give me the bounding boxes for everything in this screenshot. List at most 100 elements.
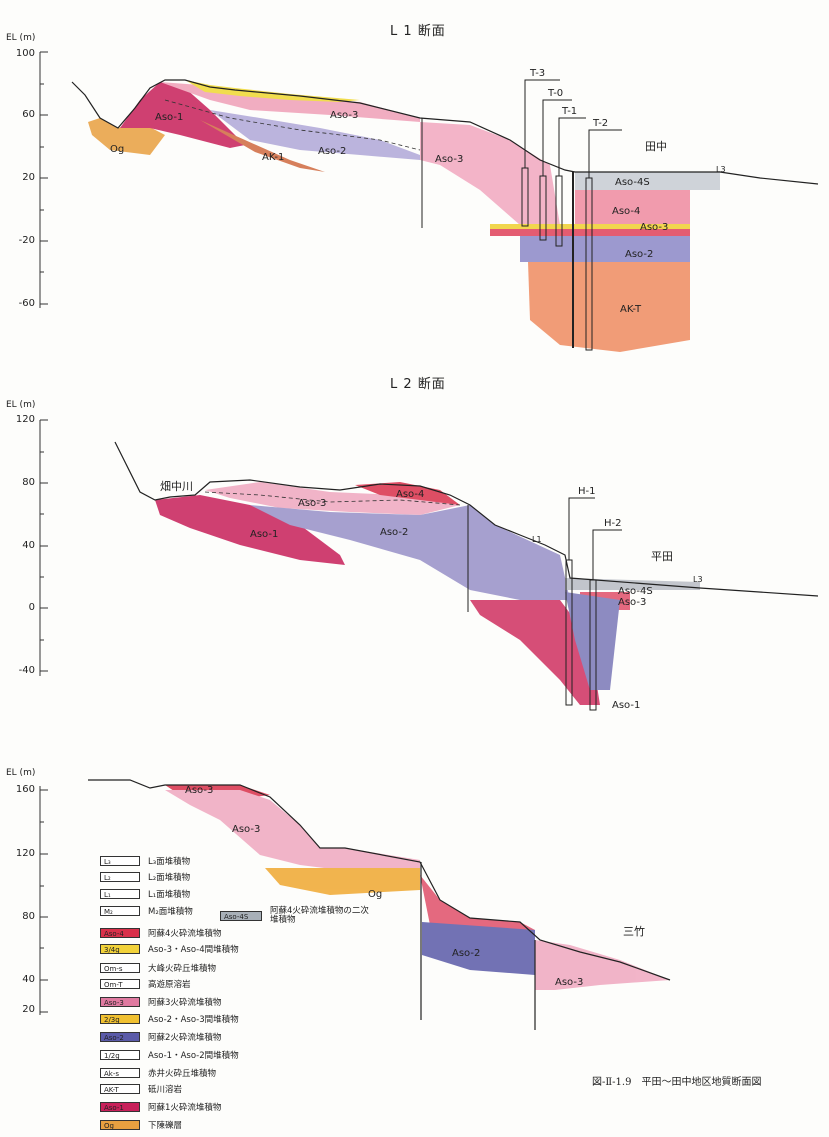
l1-place-tanaka: 田中 bbox=[645, 140, 667, 153]
l2-terrace-l3: L3 bbox=[693, 575, 703, 584]
l2-aso4s-unit bbox=[565, 578, 700, 590]
l1-axis bbox=[39, 51, 48, 308]
l1-label-aso2a: Aso-2 bbox=[318, 146, 346, 157]
legend-item: Om-s 大峰火砕丘堆積物 bbox=[100, 961, 216, 975]
l1-borehole-t2: T-2 bbox=[592, 118, 608, 129]
l1-akt-unit bbox=[528, 262, 690, 352]
legend-swatch: 2/3g bbox=[100, 1014, 140, 1024]
l2-aso2-unit bbox=[250, 505, 570, 600]
legend-extra-item: Aso-4S 阿蘇4火砕流堆積物の二次堆積物 bbox=[220, 907, 370, 925]
l3-og-unit bbox=[265, 868, 420, 895]
l2-place-left: 畑中川 bbox=[160, 480, 193, 493]
l3-faults bbox=[420, 862, 536, 1030]
section-l3-axis-unit: EL (m) bbox=[6, 768, 36, 778]
l2-units bbox=[155, 482, 700, 705]
l2-aso1-unit bbox=[155, 495, 345, 565]
legend-label: 大峰火砕丘堆積物 bbox=[148, 964, 217, 974]
legend-item: 3/4g Aso-3・Aso-4間堆積物 bbox=[100, 942, 239, 956]
l1-aso1-unit bbox=[120, 82, 245, 148]
legend-item: Aso-4 阿蘇4火砕流堆積物 bbox=[100, 926, 221, 940]
legend-label: Aso-3・Aso-4間堆積物 bbox=[148, 945, 239, 955]
l1-aso4s-unit bbox=[575, 172, 720, 190]
l2-label-aso1-lower: Aso-1 bbox=[612, 700, 640, 711]
section-l1-axis-unit: EL (m) bbox=[6, 33, 36, 43]
legend-label: L₃面堆積物 bbox=[148, 857, 191, 867]
l1-ground-profile bbox=[71, 79, 819, 185]
l3-tick-40: 40 bbox=[22, 974, 35, 985]
l1-tick-60: 60 bbox=[22, 109, 35, 120]
l3-label-aso3-lower: Aso-3 bbox=[555, 977, 583, 988]
l2-aso2-deep-unit bbox=[565, 592, 620, 690]
legend-item: L₃ L₃面堆積物 bbox=[100, 854, 190, 868]
l2-aso4-unit bbox=[355, 482, 460, 505]
l2-label-aso3: Aso-3 bbox=[298, 498, 326, 509]
legend-swatch: Aso-3 bbox=[100, 997, 140, 1007]
legend-label: 砥川溶岩 bbox=[148, 1085, 183, 1095]
l1-label-aso3c: Aso-3 bbox=[640, 222, 668, 233]
legend-item: L₂ L₂面堆積物 bbox=[100, 870, 190, 884]
l2-tick-80: 80 bbox=[22, 477, 35, 488]
l1-label-aso1: Aso-1 bbox=[155, 112, 183, 123]
legend-swatch: Ak-s bbox=[100, 1068, 140, 1078]
legend-swatch: Aso-2 bbox=[100, 1032, 140, 1042]
legend-item: 1/2g Aso-1・Aso-2間堆積物 bbox=[100, 1048, 239, 1062]
l1-label-ak1: AK-1 bbox=[262, 152, 284, 163]
l3-tick-120: 120 bbox=[15, 848, 35, 859]
l2-borehole-h2: H-2 bbox=[604, 518, 622, 529]
l1-aso3-yellow-cap bbox=[185, 80, 360, 102]
l1-boreholes bbox=[421, 79, 622, 351]
legend-item: AK-T 砥川溶岩 bbox=[100, 1082, 182, 1096]
l1-label-aso4s: Aso-4S bbox=[615, 177, 650, 188]
l3-aso3-upper-red bbox=[420, 875, 535, 932]
l2-tick-40: 40 bbox=[22, 540, 35, 551]
l2-label-aso3-right: Aso-3 bbox=[618, 597, 646, 608]
l2-unit-boundary bbox=[204, 491, 461, 506]
legend-label: 高遊原溶岩 bbox=[148, 980, 191, 990]
legend-label: Aso-1・Aso-2間堆積物 bbox=[148, 1051, 239, 1061]
figure-caption: 図-Ⅱ-1.9 平田～田中地区地質断面図 bbox=[592, 1077, 762, 1088]
l2-axis bbox=[39, 419, 48, 676]
l1-units bbox=[88, 80, 720, 352]
legend-swatch: Om-T bbox=[100, 979, 140, 989]
l3-aso2-unit bbox=[422, 922, 535, 975]
section-l2-axis-unit: EL (m) bbox=[6, 400, 36, 410]
legend-label: 阿蘇1火砕流堆積物 bbox=[148, 1103, 222, 1113]
l1-aso4-unit bbox=[575, 190, 690, 228]
l3-label-aso3-cap: Aso-3 bbox=[185, 785, 213, 796]
l3-unit-labels: Aso-3 Aso-3 Og Aso-2 Aso-3 三竹 bbox=[185, 785, 645, 988]
l2-tick-minus40: -40 bbox=[18, 665, 35, 676]
l1-borehole-t1: T-1 bbox=[561, 106, 577, 117]
l2-place-hirata: 平田 bbox=[651, 550, 673, 563]
l1-label-og: Og bbox=[110, 144, 124, 155]
legend-swatch: L₃ bbox=[100, 856, 140, 866]
l3-aso3-main bbox=[165, 790, 420, 880]
l2-label-aso4s: Aso-4S bbox=[618, 586, 653, 597]
l3-aso3-lower bbox=[535, 940, 670, 990]
legend-label: Aso-2・Aso-3間堆積物 bbox=[148, 1015, 239, 1025]
l1-aso3-mid-unit bbox=[420, 122, 560, 225]
legend-item: 2/3g Aso-2・Aso-3間堆積物 bbox=[100, 1012, 239, 1026]
l2-borehole-h1: H-1 bbox=[578, 486, 596, 497]
legend-swatch: Og bbox=[100, 1120, 140, 1130]
l2-label-aso2: Aso-2 bbox=[380, 527, 408, 538]
legend-item: Aso-2 阿蘇2火砕流堆積物 bbox=[100, 1030, 221, 1044]
legend-swatch: Aso-1 bbox=[100, 1102, 140, 1112]
legend-swatch: Om-s bbox=[100, 963, 140, 973]
legend-swatch: Aso-4 bbox=[100, 928, 140, 938]
l2-label-aso1: Aso-1 bbox=[250, 529, 278, 540]
legend-label: L₁面堆積物 bbox=[148, 890, 191, 900]
l1-tick-20: 20 bbox=[22, 172, 35, 183]
legend-label: L₂面堆積物 bbox=[148, 873, 191, 883]
l3-label-aso2: Aso-2 bbox=[452, 948, 480, 959]
l3-axis bbox=[39, 786, 48, 1015]
l3-tick-160: 160 bbox=[15, 784, 35, 795]
section-l1-title: L 1 断面 bbox=[390, 24, 446, 39]
legend-label: 阿蘇2火砕流堆積物 bbox=[148, 1033, 222, 1043]
l2-aso3-unit bbox=[205, 482, 460, 515]
l1-label-akt: AK-T bbox=[620, 304, 642, 315]
l3-place-mitake: 三竹 bbox=[623, 924, 645, 938]
legend-item: Aso-3 阿蘇3火砕流堆積物 bbox=[100, 995, 221, 1009]
legend-extra-swatch: Aso-4S bbox=[220, 911, 262, 921]
